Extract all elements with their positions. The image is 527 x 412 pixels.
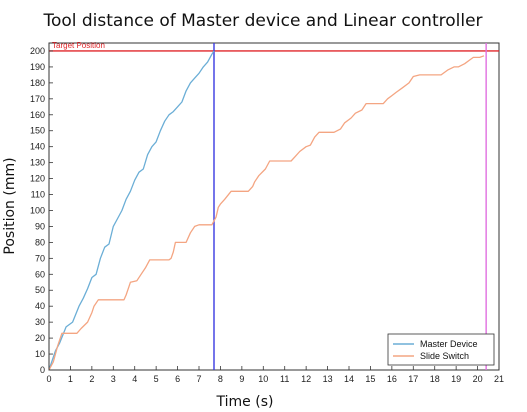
- x-tick-label: 7: [196, 374, 201, 384]
- x-tick-label: 8: [218, 374, 223, 384]
- x-tick-label: 20: [473, 374, 483, 384]
- x-tick-label: 17: [408, 374, 418, 384]
- y-tick-label: 30: [35, 317, 45, 327]
- y-tick-label: 80: [35, 237, 45, 247]
- legend-label-master-device: Master Device: [420, 339, 478, 349]
- y-tick-label: 180: [30, 78, 45, 88]
- y-tick-label: 150: [30, 126, 45, 136]
- y-tick-label: 160: [30, 110, 45, 120]
- reference-lines: [49, 43, 499, 370]
- y-tick-label: 50: [35, 285, 45, 295]
- x-tick-label: 16: [387, 374, 397, 384]
- y-axis-label: Position (mm): [2, 157, 18, 254]
- y-tick-label: 40: [35, 301, 45, 311]
- x-tick-label: 5: [154, 374, 159, 384]
- y-tick-label: 110: [31, 190, 45, 200]
- x-tick-label: 4: [132, 374, 137, 384]
- y-tick-label: 20: [35, 333, 45, 343]
- y-tick-label: 170: [30, 94, 45, 104]
- series-line-master-device: [48, 50, 215, 371]
- x-tick-label: 21: [494, 374, 504, 384]
- x-tick-label: 12: [301, 374, 311, 384]
- y-tick-label: 0: [40, 365, 45, 375]
- y-axis-ticks: 0 10 20 30 40 50 60 70 80 90 100 110 120 130 140 150 160…: [30, 46, 53, 375]
- y-tick-label: 90: [35, 221, 45, 231]
- y-tick-label: 60: [35, 269, 45, 279]
- legend-box: [387, 333, 495, 366]
- series-line-slide-switch: [48, 55, 485, 371]
- legend: Master Device Slide Switch: [387, 333, 495, 366]
- series-lines: [48, 50, 485, 371]
- x-tick-label: 19: [451, 374, 461, 384]
- y-tick-label: 10: [35, 349, 45, 359]
- plot-area: [48, 42, 500, 371]
- x-tick-label: 10: [258, 374, 268, 384]
- x-tick-label: 6: [175, 374, 180, 384]
- y-tick-label: 120: [30, 174, 45, 184]
- legend-label-slide-switch: Slide Switch: [420, 351, 469, 361]
- x-tick-label: 3: [111, 374, 116, 384]
- x-tick-label: 13: [323, 374, 333, 384]
- x-axis-ticks: 0 1 2 3 4 5 6 7 8 9 10 11 12 13 14 15 16 17 18 19 20 21: [46, 366, 504, 384]
- x-tick-label: 14: [344, 374, 354, 384]
- x-tick-label: 2: [89, 374, 94, 384]
- target-position-label: Target Position: [52, 41, 105, 50]
- y-tick-label: 100: [30, 205, 45, 215]
- x-tick-label: 18: [430, 374, 440, 384]
- chart-title: Tool distance of Master device and Linea…: [42, 11, 482, 31]
- x-tick-label: 1: [68, 374, 73, 384]
- x-tick-label: 15: [365, 374, 375, 384]
- x-tick-label: 9: [239, 374, 244, 384]
- x-axis-label: Time (s): [216, 394, 274, 410]
- y-tick-label: 200: [30, 46, 45, 56]
- y-tick-label: 140: [30, 142, 45, 152]
- x-tick-label: 11: [280, 374, 289, 384]
- x-tick-label: 0: [46, 374, 51, 384]
- y-tick-label: 190: [30, 62, 45, 72]
- y-tick-label: 130: [30, 158, 45, 168]
- y-tick-label: 70: [35, 253, 45, 263]
